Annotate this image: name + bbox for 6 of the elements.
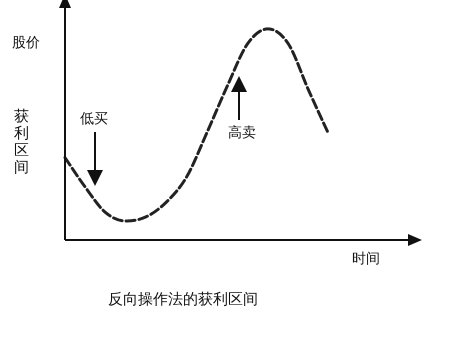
text: 获利区间	[14, 107, 30, 176]
y-axis-title: 股价	[12, 34, 40, 52]
annotation: 高卖	[228, 124, 256, 142]
text: 反向操作法的获利区间	[108, 290, 258, 309]
x-axis-title: 时间	[352, 250, 380, 268]
annotation: 低买	[80, 110, 108, 128]
